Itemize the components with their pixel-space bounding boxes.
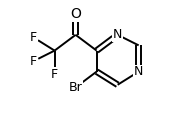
Text: O: O [70, 7, 81, 21]
Text: F: F [30, 55, 37, 68]
Text: F: F [51, 68, 58, 81]
Text: F: F [30, 31, 37, 44]
Text: N: N [113, 28, 122, 41]
Text: N: N [134, 65, 143, 78]
Text: Br: Br [69, 81, 83, 94]
